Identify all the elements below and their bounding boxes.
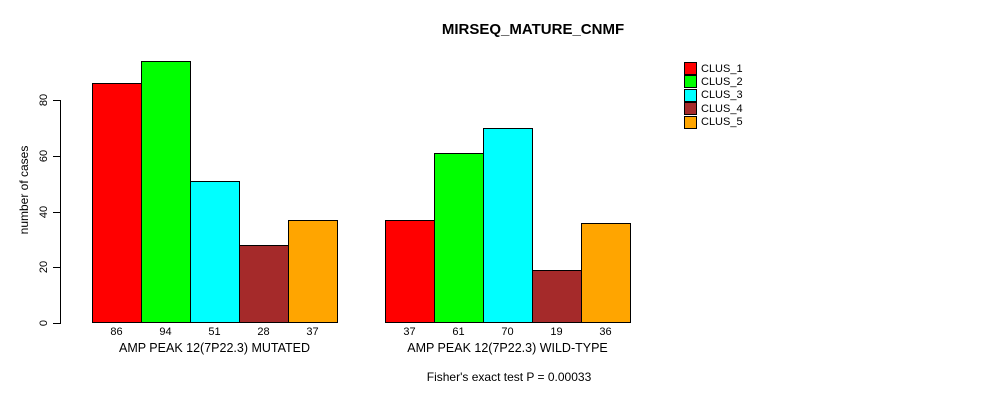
y-axis-tick-label: 80 xyxy=(38,93,50,107)
y-axis-tick xyxy=(53,267,60,268)
legend-swatch xyxy=(684,102,697,116)
y-axis-tick xyxy=(53,212,60,213)
legend-item-label: CLUS_4 xyxy=(701,102,743,115)
bar-value-label: 70 xyxy=(501,326,514,338)
legend-swatch xyxy=(684,115,697,129)
y-axis-tick xyxy=(53,323,60,324)
bar xyxy=(581,223,631,323)
bar-value-label: 36 xyxy=(599,326,612,338)
bar-value-label: 37 xyxy=(306,326,319,338)
y-axis-line xyxy=(60,100,61,324)
bar xyxy=(288,220,338,323)
y-axis-tick-label: 60 xyxy=(38,149,50,163)
y-axis-tick xyxy=(53,100,60,101)
legend-item-label: CLUS_2 xyxy=(701,75,743,88)
bar-value-label: 28 xyxy=(257,326,270,338)
bar-value-label: 94 xyxy=(159,326,172,338)
bar xyxy=(483,128,533,323)
bar xyxy=(239,245,289,323)
bar xyxy=(532,270,582,323)
y-axis-tick-label: 20 xyxy=(38,260,50,274)
bar xyxy=(434,153,484,323)
bar-value-label: 37 xyxy=(403,326,416,338)
bar xyxy=(190,181,240,323)
bar-value-label: 86 xyxy=(110,326,123,338)
legend-swatch xyxy=(684,88,697,102)
legend-item-label: CLUS_3 xyxy=(701,89,743,102)
group-label: AMP PEAK 12(7P22.3) WILD-TYPE xyxy=(407,341,608,355)
group-label: AMP PEAK 12(7P22.3) MUTATED xyxy=(118,341,311,355)
fisher-test-annotation: Fisher's exact test P = 0.00033 xyxy=(426,370,592,384)
legend-item-label: CLUS_5 xyxy=(701,116,743,129)
y-axis-tick-label: 0 xyxy=(38,319,50,327)
legend-swatch xyxy=(684,75,697,89)
bar xyxy=(92,83,142,323)
bar xyxy=(141,61,191,323)
bar-value-label: 61 xyxy=(452,326,465,338)
y-axis-label: number of cases xyxy=(17,145,31,235)
bar-value-label: 51 xyxy=(208,326,221,338)
bar xyxy=(385,220,435,323)
bar-value-label: 19 xyxy=(550,326,563,338)
legend-swatch xyxy=(684,62,697,75)
y-axis-tick-label: 40 xyxy=(38,205,50,219)
chart-title: MIRSEQ_MATURE_CNMF xyxy=(441,21,625,38)
legend-item-label: CLUS_1 xyxy=(701,62,743,75)
y-axis-tick xyxy=(53,156,60,157)
